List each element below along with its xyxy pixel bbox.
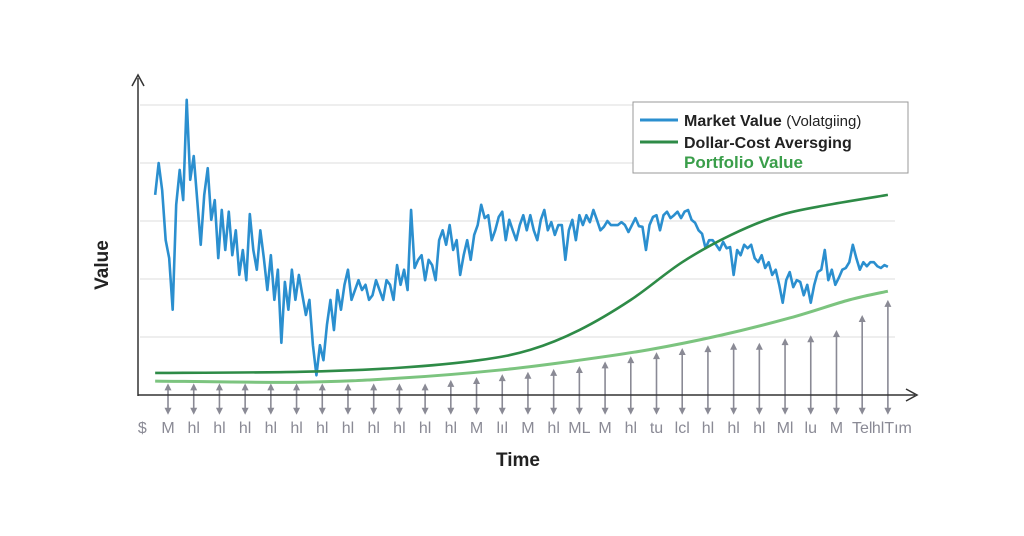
x-tick-label: M bbox=[161, 420, 174, 437]
x-tick-label: hl bbox=[393, 420, 405, 437]
legend-label-dca: Dollar-Cost Aversging bbox=[684, 135, 852, 152]
contribution-arrow bbox=[550, 368, 558, 415]
x-tick-label: hl bbox=[265, 420, 277, 437]
contribution-arrow bbox=[730, 342, 738, 415]
x-tick-label: hl bbox=[342, 420, 354, 437]
contribution-arrow bbox=[781, 338, 789, 415]
contribution-arrow bbox=[884, 299, 892, 415]
x-tick-label: hl bbox=[187, 420, 199, 437]
x-tick-label: hl bbox=[445, 420, 457, 437]
x-tick-label: $ bbox=[138, 420, 147, 437]
x-tick-label: Ml bbox=[777, 420, 794, 437]
x-tick-label: hl bbox=[702, 420, 714, 437]
x-tick-label: hl bbox=[367, 420, 379, 437]
x-tick-label: M bbox=[470, 420, 483, 437]
contribution-arrow bbox=[832, 330, 840, 415]
portfolio-line bbox=[155, 289, 889, 384]
contribution-arrow bbox=[601, 361, 609, 415]
contribution-arrow bbox=[627, 356, 635, 415]
legend: Market Value (Volatgiing) Dollar-Cost Av… bbox=[632, 101, 909, 174]
x-tick-label: M bbox=[598, 420, 611, 437]
contribution-arrow bbox=[344, 383, 352, 415]
x-tick-label: hl bbox=[213, 420, 225, 437]
x-tick-label: hl bbox=[727, 420, 739, 437]
axes bbox=[131, 73, 919, 402]
dca-line bbox=[155, 193, 889, 375]
contribution-arrow bbox=[318, 383, 326, 415]
x-tick-label: ML bbox=[568, 420, 590, 437]
contribution-arrow bbox=[678, 348, 686, 415]
x-tick-label: M bbox=[521, 420, 534, 437]
contribution-arrow bbox=[241, 383, 249, 415]
contribution-arrow bbox=[653, 352, 660, 415]
contribution-arrow bbox=[858, 314, 866, 415]
x-tick-label: lcl bbox=[675, 420, 690, 437]
legend-label-market: Market Value (Volatgiing) bbox=[684, 113, 861, 130]
contribution-arrow bbox=[190, 383, 198, 415]
x-tick-label: hl bbox=[753, 420, 765, 437]
x-tick-label: hl bbox=[316, 420, 328, 437]
contribution-arrow bbox=[807, 335, 815, 415]
contribution-arrow bbox=[575, 366, 583, 415]
contribution-arrows bbox=[164, 299, 892, 415]
contribution-arrow bbox=[293, 383, 301, 415]
contribution-arrow bbox=[164, 383, 172, 415]
legend-box bbox=[632, 101, 909, 174]
y-axis-arrow-icon bbox=[131, 73, 145, 87]
x-axis-label: Time bbox=[496, 450, 540, 471]
contribution-arrow bbox=[395, 383, 403, 415]
x-tick-label: hlTım bbox=[872, 420, 912, 437]
contribution-arrow bbox=[421, 383, 429, 415]
x-tick-label: hl bbox=[290, 420, 302, 437]
y-axis-label: Value bbox=[92, 240, 113, 290]
contribution-arrow bbox=[215, 383, 223, 415]
x-tick-label: hl bbox=[547, 420, 559, 437]
x-tick-label: Tel bbox=[852, 420, 872, 437]
series-lines bbox=[153, 98, 889, 384]
contribution-arrow bbox=[704, 345, 712, 415]
market-value-line bbox=[153, 98, 889, 377]
legend-label-portfolio: Portfolio Value bbox=[684, 153, 803, 172]
contribution-arrow bbox=[370, 383, 378, 415]
contribution-arrow bbox=[473, 377, 481, 415]
x-tick-label: lu bbox=[805, 420, 817, 437]
x-tick-label: lıl bbox=[496, 420, 508, 437]
contribution-arrow bbox=[755, 342, 763, 415]
x-axis-arrow-icon bbox=[905, 388, 919, 402]
contribution-arrow bbox=[267, 383, 275, 415]
contribution-arrow bbox=[447, 379, 455, 415]
x-tick-label: hl bbox=[419, 420, 431, 437]
x-tick-label: tu bbox=[650, 420, 663, 437]
x-tick-label: M bbox=[830, 420, 843, 437]
contribution-arrow bbox=[524, 371, 532, 415]
x-tick-label: hl bbox=[625, 420, 637, 437]
x-tick-label: hl bbox=[239, 420, 251, 437]
